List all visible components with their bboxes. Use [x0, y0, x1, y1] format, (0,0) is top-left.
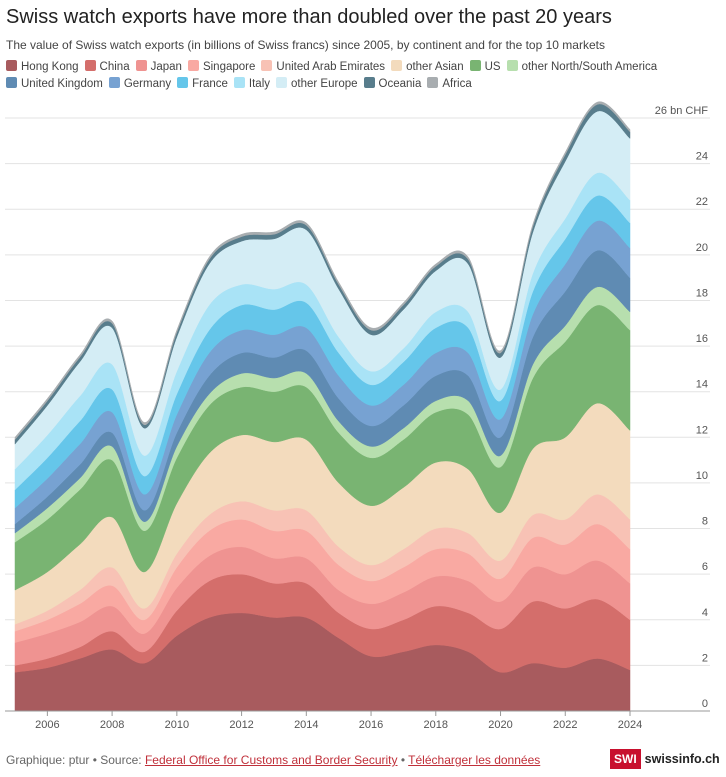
legend-swatch	[108, 77, 120, 88]
footer-credit: Graphique: ptur • Source:	[6, 753, 145, 767]
x-tick-label: 2008	[100, 719, 124, 731]
y-tick-label: 22	[696, 196, 708, 208]
x-tick-label: 2024	[618, 719, 642, 731]
legend-item[interactable]: Japan	[135, 59, 182, 76]
y-tick-label: 20	[696, 242, 708, 254]
legend-label: Oceania	[378, 78, 422, 90]
legend-swatch	[135, 60, 147, 71]
legend-label: United Arab Emirates	[276, 61, 386, 73]
legend-label: Germany	[123, 78, 172, 90]
legend-item[interactable]: US	[469, 59, 501, 76]
footer-separator: •	[397, 753, 409, 767]
swissinfo-logo[interactable]: SWI swissinfo.ch	[610, 748, 720, 770]
legend-swatch	[84, 60, 96, 71]
legend-swatch	[276, 77, 288, 88]
y-tick-label: 8	[702, 516, 708, 528]
legend-label: other North/South America	[521, 61, 658, 73]
y-tick-label: 4	[702, 607, 708, 619]
legend-item[interactable]: other North/South America	[506, 59, 658, 76]
logo-badge: SWI	[610, 749, 641, 769]
legend-swatch	[427, 77, 439, 88]
legend-swatch	[187, 60, 199, 71]
x-tick-label: 2006	[35, 719, 59, 731]
x-tick-label: 2014	[294, 719, 318, 731]
source-link[interactable]: Federal Office for Customs and Border Se…	[144, 753, 398, 767]
legend-item[interactable]: other Asian	[391, 59, 464, 76]
legend-label: Italy	[248, 78, 271, 90]
y-tick-label: 14	[696, 379, 708, 391]
legend-item[interactable]: China	[84, 59, 130, 76]
y-tick-label: 6	[702, 561, 708, 573]
legend-label: other Asian	[406, 61, 464, 73]
legend-label: US	[484, 61, 501, 73]
legend-item[interactable]: United Arab Emirates	[261, 59, 385, 76]
legend-item[interactable]: Singapore	[187, 59, 256, 76]
legend-swatch	[363, 77, 375, 88]
legend-label: China	[99, 61, 130, 73]
legend-swatch	[233, 77, 245, 88]
download-data-link[interactable]: Télécharger les données	[408, 753, 541, 767]
chart-title: Swiss watch exports have more than doubl…	[6, 6, 612, 28]
x-tick-label: 2020	[488, 719, 512, 731]
legend-item[interactable]: France	[177, 76, 228, 93]
footer: Graphique: ptur • Source: Federal Office…	[6, 753, 540, 767]
legend-label: United Kingdom	[21, 78, 103, 90]
legend-swatch	[177, 77, 189, 88]
legend-label: Hong Kong	[21, 61, 79, 73]
legend-item[interactable]: Germany	[108, 76, 172, 93]
x-tick-label: 2016	[359, 719, 383, 731]
chart-subtitle: The value of Swiss watch exports (in bil…	[6, 38, 605, 52]
y-tick-label: 0	[702, 698, 708, 710]
x-tick-label: 2012	[229, 719, 253, 731]
x-tick-label: 2010	[165, 719, 189, 731]
legend-swatch	[6, 60, 17, 71]
y-tick-label: 16	[696, 333, 708, 345]
legend-item[interactable]: other Europe	[276, 76, 358, 93]
x-tick-label: 2018	[424, 719, 448, 731]
y-tick-label: 12	[696, 424, 708, 436]
logo-text: swissinfo.ch	[644, 752, 720, 766]
legend-swatch	[506, 60, 518, 71]
legend-swatch	[261, 60, 273, 71]
x-tick-label: 2022	[553, 719, 577, 731]
legend-swatch	[6, 77, 17, 88]
legend-label: other Europe	[291, 78, 358, 90]
y-tick-label: 2	[702, 652, 708, 664]
legend-swatch	[469, 60, 481, 71]
legend-swatch	[391, 60, 403, 71]
legend-item[interactable]: Italy	[233, 76, 271, 93]
legend-label: France	[192, 78, 228, 90]
area-series-africa[interactable]	[14, 101, 631, 441]
y-tick-label: 10	[696, 470, 708, 482]
legend-item[interactable]: Oceania	[363, 76, 422, 93]
chart-legend: Hong Kong China Japan Singapore United Arab …	[6, 59, 722, 93]
y-tick-label: 24	[696, 151, 708, 163]
legend-item[interactable]: Hong Kong	[6, 59, 79, 76]
legend-item[interactable]: United Kingdom	[6, 76, 103, 93]
legend-label: Singapore	[202, 61, 256, 73]
y-tick-label: 18	[696, 287, 708, 299]
legend-label: Africa	[442, 78, 472, 90]
legend-label: Japan	[150, 61, 182, 73]
y-tick-label: 26 bn CHF	[655, 105, 708, 117]
legend-item[interactable]: Africa	[427, 76, 472, 93]
